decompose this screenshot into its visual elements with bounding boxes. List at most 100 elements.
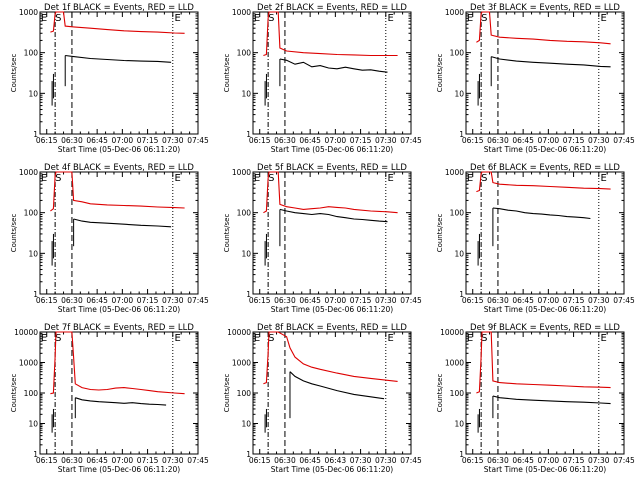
y-tick-label: 100 <box>24 389 39 398</box>
detector-panel-8: Det 8f BLACK = Events, RED = LLD 1 10 100 10… <box>213 320 426 480</box>
event-label: E <box>600 333 606 344</box>
plot-frame <box>465 331 625 455</box>
y-tick-label: 10 <box>241 249 251 258</box>
events-series-line <box>279 208 388 223</box>
x-tick-label: 06:15 <box>462 136 484 145</box>
x-tick-label: 06:30 <box>274 296 296 305</box>
y-tick-label: 1 <box>459 290 464 299</box>
y-tick-label: 1000 <box>232 8 251 17</box>
y-axis-label: Counts/sec <box>436 54 444 93</box>
x-tick-label: 06:45 <box>299 136 321 145</box>
y-tick-label: 1000 <box>19 359 38 368</box>
events-series-line <box>492 207 591 220</box>
y-tick-label: 100 <box>450 49 465 58</box>
x-tick-label: 06:45 <box>512 296 534 305</box>
x-tick-label: 07:45 <box>613 296 635 305</box>
detector-chart-4: Det 4f BLACK = Events, RED = LLD 1 10 100 10… <box>10 163 209 314</box>
x-tick-label: 07:45 <box>400 296 422 305</box>
x-axis-label: Start Time (05-Dec-06 06:11:20) <box>271 305 393 314</box>
chart-title: Det 2f BLACK = Events, RED = LLD <box>257 3 407 13</box>
x-tick-label: 07:30 <box>162 456 184 465</box>
x-tick-label: 07:15 <box>563 296 585 305</box>
x-tick-label: 07:00 <box>325 296 347 305</box>
event-label: E <box>41 13 47 24</box>
chart-title: Det 1f BLACK = Events, RED = LLD <box>44 3 194 13</box>
x-tick-label: 06:43 <box>325 456 347 465</box>
y-tick-label: 1 <box>459 450 464 459</box>
y-tick-label: 1 <box>246 130 251 139</box>
y-tick-label: 10 <box>454 420 464 429</box>
x-tick-label: 06:15 <box>249 456 271 465</box>
detector-panel-7: Det 7f BLACK = Events, RED = LLD 1 10 100 10… <box>0 320 213 480</box>
x-tick-label: 06:15 <box>36 136 58 145</box>
y-axis-label: Counts/sec <box>223 54 231 93</box>
chart-title: Det 6f BLACK = Events, RED = LLD <box>470 163 620 173</box>
x-tick-label: 07:00 <box>538 296 560 305</box>
x-tick-label: 07:15 <box>137 296 159 305</box>
x-tick-label: 07:00 <box>325 136 347 145</box>
lld-series-line <box>263 331 398 385</box>
detector-chart-2: Det 2f BLACK = Events, RED = LLD 1 10 100 10… <box>223 3 422 154</box>
x-tick-label: 07:30 <box>162 136 184 145</box>
x-tick-label: 06:30 <box>487 456 509 465</box>
x-tick-label: 07:45 <box>613 456 635 465</box>
event-label: E <box>254 13 260 24</box>
event-label: E <box>174 333 180 344</box>
y-axis-label: Counts/sec <box>223 214 231 253</box>
y-tick-label: 1000 <box>232 168 251 177</box>
event-label: E <box>387 173 393 184</box>
lld-series-line <box>50 171 185 212</box>
x-tick-label: 07:00 <box>112 456 134 465</box>
x-tick-label: 07:00 <box>538 136 560 145</box>
y-tick-label: 10000 <box>227 328 251 337</box>
event-label: S <box>55 13 61 24</box>
y-tick-label: 1 <box>33 450 38 459</box>
y-tick-label: 100 <box>24 49 39 58</box>
y-axis-label: Counts/sec <box>223 374 231 413</box>
chart-title: Det 3f BLACK = Events, RED = LLD <box>470 3 620 13</box>
y-tick-label: 100 <box>450 389 465 398</box>
chart-title: Det 9f BLACK = Events, RED = LLD <box>470 323 620 333</box>
x-tick-label: 06:30 <box>274 456 296 465</box>
y-axis-label: Counts/sec <box>10 374 18 413</box>
x-tick-label: 07:00 <box>112 136 134 145</box>
y-tick-label: 10000 <box>440 328 464 337</box>
y-tick-label: 10 <box>241 89 251 98</box>
x-tick-label: 07:15 <box>137 456 159 465</box>
y-tick-label: 10 <box>28 89 38 98</box>
y-tick-label: 1000 <box>232 359 251 368</box>
x-tick-label: 06:15 <box>36 456 58 465</box>
event-label: E <box>467 333 473 344</box>
events-series-line <box>65 54 172 63</box>
chart-title: Det 5f BLACK = Events, RED = LLD <box>257 163 407 173</box>
lld-series-line <box>263 171 398 214</box>
x-axis-label: Start Time (05-Dec-06 06:11:20) <box>58 465 180 474</box>
y-tick-label: 10000 <box>14 328 38 337</box>
y-tick-label: 1 <box>33 130 38 139</box>
y-tick-label: 1 <box>33 290 38 299</box>
events-series-line <box>289 371 385 400</box>
x-tick-label: 06:45 <box>86 136 108 145</box>
detector-chart-5: Det 5f BLACK = Events, RED = LLD 1 10 100 10… <box>223 163 422 314</box>
events-series-line <box>75 397 167 406</box>
event-label: E <box>387 13 393 24</box>
x-tick-label: 06:15 <box>249 296 271 305</box>
event-label: E <box>254 173 260 184</box>
event-label: S <box>481 13 487 24</box>
y-tick-label: 100 <box>237 389 252 398</box>
x-axis-label: Start Time (05-Dec-06 06:11:20) <box>484 465 606 474</box>
x-tick-label: 07:00 <box>112 296 134 305</box>
plot-frame <box>252 331 412 455</box>
detector-panel-9: Det 9f BLACK = Events, RED = LLD 1 10 100 10… <box>426 320 639 480</box>
y-tick-label: 10 <box>454 249 464 258</box>
x-tick-label: 07:15 <box>350 296 372 305</box>
event-label: E <box>174 13 180 24</box>
y-tick-label: 10 <box>454 89 464 98</box>
x-axis-label: Start Time (05-Dec-06 06:11:20) <box>58 305 180 314</box>
x-tick-label: 07:30 <box>375 296 397 305</box>
lld-series-line <box>50 331 185 395</box>
x-axis-label: Start Time (05-Dec-06 06:11:20) <box>58 145 180 154</box>
event-label: E <box>41 173 47 184</box>
x-tick-label: 06:30 <box>487 136 509 145</box>
x-axis-label: Start Time (05-Dec-06 06:11:20) <box>484 145 606 154</box>
